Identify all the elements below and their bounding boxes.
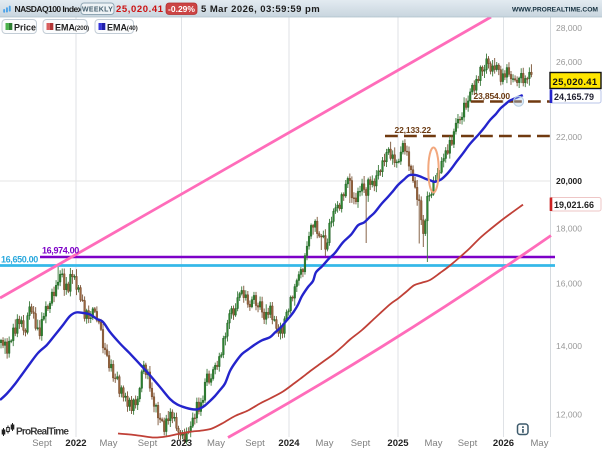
svg-text:16,974.00: 16,974.00 <box>42 246 79 256</box>
svg-text:WEEKLY: WEEKLY <box>82 7 113 14</box>
svg-text:5 Mar 2026, 03:59:59 pm: 5 Mar 2026, 03:59:59 pm <box>201 4 320 15</box>
svg-text:Sept: Sept <box>245 438 265 449</box>
svg-text:28,000: 28,000 <box>556 23 582 33</box>
svg-text:22,000: 22,000 <box>556 132 582 142</box>
svg-text:24,165.79: 24,165.79 <box>554 92 594 102</box>
svg-text:26,000: 26,000 <box>556 57 582 67</box>
svg-text:2023: 2023 <box>171 438 192 449</box>
svg-text:-0.29%: -0.29% <box>168 4 195 14</box>
svg-text:May: May <box>425 438 443 449</box>
svg-text:22,133.22: 22,133.22 <box>395 125 432 135</box>
svg-text:(200): (200) <box>75 25 89 32</box>
svg-text:20,000: 20,000 <box>556 176 582 186</box>
svg-text:May: May <box>100 438 118 449</box>
svg-text:16,000: 16,000 <box>556 279 582 289</box>
svg-text:12,000: 12,000 <box>556 410 582 420</box>
svg-text:NASDAQ100 Index: NASDAQ100 Index <box>15 4 83 14</box>
svg-text:May: May <box>531 438 549 449</box>
svg-text:19,021.66: 19,021.66 <box>554 200 594 210</box>
svg-text:EMA: EMA <box>107 23 128 33</box>
svg-text:14,000: 14,000 <box>556 341 582 351</box>
svg-text:EMA: EMA <box>55 23 76 33</box>
svg-text:Sept: Sept <box>458 438 478 449</box>
svg-text:ProRealTime: ProRealTime <box>16 427 69 438</box>
svg-text:23,854.00: 23,854.00 <box>474 91 511 101</box>
svg-text:16,650.00: 16,650.00 <box>1 255 38 265</box>
svg-text:May: May <box>316 438 334 449</box>
svg-text:Price: Price <box>14 23 36 33</box>
svg-text:Sept: Sept <box>138 438 158 449</box>
svg-text:2025: 2025 <box>387 438 409 449</box>
svg-text:2026: 2026 <box>493 438 514 449</box>
svg-text:Sept: Sept <box>351 438 371 449</box>
svg-text:(40): (40) <box>127 25 138 32</box>
svg-text:WWW.PROREALTIME.COM: WWW.PROREALTIME.COM <box>512 7 598 14</box>
svg-text:18,000: 18,000 <box>556 224 582 234</box>
svg-text:Sept: Sept <box>32 438 52 449</box>
svg-text:May: May <box>207 438 225 449</box>
svg-text:2022: 2022 <box>65 438 86 449</box>
svg-text:2024: 2024 <box>278 438 300 449</box>
svg-text:25,020.41: 25,020.41 <box>553 77 598 88</box>
svg-text:25,020.41: 25,020.41 <box>116 4 164 15</box>
